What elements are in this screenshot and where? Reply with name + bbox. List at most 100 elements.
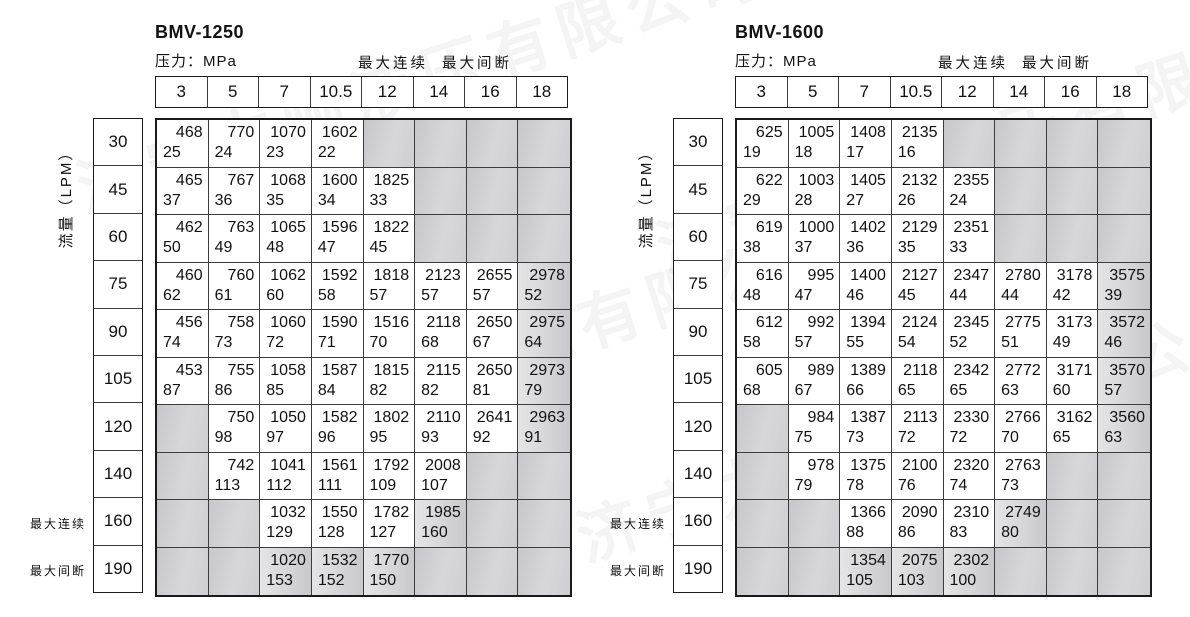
cell-top-value: 1532 <box>321 551 358 569</box>
cell-bottom-value: 57 <box>1104 381 1123 399</box>
data-cell: 2650 67 <box>466 310 519 358</box>
cell-bottom-value: 88 <box>846 524 865 541</box>
cell-bottom-value: 26 <box>897 191 916 209</box>
data-cell: 1058 85 <box>260 357 312 405</box>
data-cell: 2100 76 <box>891 452 944 500</box>
pressure-header-row: 3 5 7 10.5 12 14 16 18 <box>155 76 568 108</box>
cell-top-value: 2129 <box>901 219 938 236</box>
cell-bottom-value: 16 <box>897 144 916 161</box>
data-cell: 2090 86 <box>891 500 944 548</box>
data-cell: 1792 109 <box>363 452 416 500</box>
empty-cell <box>995 215 1047 263</box>
data-cell: 2320 74 <box>943 452 996 500</box>
cell-top-value: 1068 <box>270 171 306 189</box>
empty-cell <box>157 405 209 453</box>
empty-cell <box>466 500 519 548</box>
cell-top-value: 2978 <box>529 266 565 284</box>
data-cell: 2978 52 <box>518 262 570 310</box>
cell-top-value: 456 <box>175 314 203 331</box>
data-cell: 984 75 <box>788 405 841 453</box>
cell-bottom-value: 25 <box>163 144 181 161</box>
cell-bottom-value: 57 <box>369 286 388 304</box>
cell-bottom-value: 74 <box>949 476 968 494</box>
cell-top-value: 2641 <box>476 409 513 426</box>
data-cell: 2355 24 <box>943 167 996 215</box>
cell-top-value: 1405 <box>850 171 886 189</box>
empty-cell <box>518 215 570 263</box>
cell-top-value: 1782 <box>373 504 410 521</box>
max-intermittent-row-label: 最大间断 <box>609 564 666 578</box>
cell-bottom-value: 97 <box>266 429 285 446</box>
cell-top-value: 1815 <box>373 361 410 379</box>
flow-row-label: 120 <box>94 402 142 449</box>
max-continuous-label: 最大连续 <box>358 56 428 72</box>
empty-cell <box>466 167 519 215</box>
cell-top-value: 3162 <box>1056 409 1093 426</box>
max-intermittent-label: 最大间断 <box>442 56 512 72</box>
cell-top-value: 2310 <box>953 504 990 521</box>
cell-bottom-value: 74 <box>163 334 181 351</box>
cell-bottom-value: 63 <box>1001 381 1019 399</box>
cell-bottom-value: 63 <box>1104 429 1123 446</box>
cell-bottom-value: 79 <box>794 476 813 494</box>
cell-top-value: 770 <box>227 124 255 141</box>
empty-cell <box>1098 452 1150 500</box>
data-cell: 1060 72 <box>260 310 312 358</box>
cell-bottom-value: 48 <box>266 239 285 256</box>
data-cell: 1587 84 <box>311 357 364 405</box>
cell-top-value: 2775 <box>1005 314 1041 331</box>
cell-top-value: 1550 <box>321 504 358 521</box>
data-cell: 456 74 <box>157 310 209 358</box>
cell-bottom-value: 65 <box>949 381 968 399</box>
cell-top-value: 1582 <box>321 409 358 426</box>
empty-cell <box>415 547 467 595</box>
max-intermittent-label: 最大间断 <box>1022 56 1092 72</box>
pressure-header-cell: 3 <box>156 77 208 107</box>
cell-bottom-value: 82 <box>369 381 388 399</box>
empty-cell <box>995 167 1047 215</box>
cell-top-value: 1402 <box>850 219 886 236</box>
data-cell: 1532 152 <box>311 547 364 595</box>
cell-top-value: 758 <box>227 314 255 331</box>
cell-bottom-value: 47 <box>794 286 813 304</box>
cell-bottom-value: 87 <box>163 381 181 399</box>
cell-bottom-value: 76 <box>897 476 916 494</box>
cell-top-value: 3178 <box>1056 266 1093 284</box>
cell-top-value: 1389 <box>850 361 886 379</box>
cell-bottom-value: 66 <box>846 381 865 399</box>
empty-cell <box>737 452 789 500</box>
cell-bottom-value: 33 <box>369 191 388 209</box>
cell-bottom-value: 112 <box>266 476 292 494</box>
data-cell: 2973 79 <box>518 357 570 405</box>
cell-bottom-value: 65 <box>897 381 916 399</box>
data-cell: 1516 70 <box>363 310 416 358</box>
data-cell: 1818 57 <box>363 262 416 310</box>
cell-top-value: 616 <box>755 266 783 284</box>
cell-top-value: 2650 <box>476 361 513 379</box>
cell-bottom-value: 71 <box>317 334 336 351</box>
cell-top-value: 1602 <box>321 124 358 141</box>
cell-bottom-value: 73 <box>846 429 865 446</box>
data-cell: 1387 73 <box>840 405 892 453</box>
data-cell: 1582 96 <box>311 405 364 453</box>
table-title: BMV-1600 <box>735 22 825 42</box>
cell-bottom-value: 127 <box>369 524 397 541</box>
data-cell: 1032 129 <box>260 500 312 548</box>
data-cell: 1802 95 <box>363 405 416 453</box>
cell-top-value: 1516 <box>373 314 410 331</box>
cell-bottom-value: 84 <box>317 381 336 399</box>
cell-top-value: 2975 <box>529 314 565 331</box>
cell-top-value: 1822 <box>373 219 410 236</box>
data-cell: 1590 71 <box>311 310 364 358</box>
cell-bottom-value: 36 <box>214 191 233 209</box>
cell-bottom-value: 29 <box>743 191 761 209</box>
data-cell: 2650 81 <box>466 357 519 405</box>
data-cell: 3173 49 <box>1046 310 1099 358</box>
cell-top-value: 763 <box>227 219 255 236</box>
cell-top-value: 2124 <box>901 314 938 331</box>
empty-cell <box>1098 500 1150 548</box>
cell-top-value: 2330 <box>953 409 990 426</box>
flow-row-label: 45 <box>94 165 142 212</box>
empty-cell <box>157 500 209 548</box>
cell-bottom-value: 61 <box>214 286 233 304</box>
